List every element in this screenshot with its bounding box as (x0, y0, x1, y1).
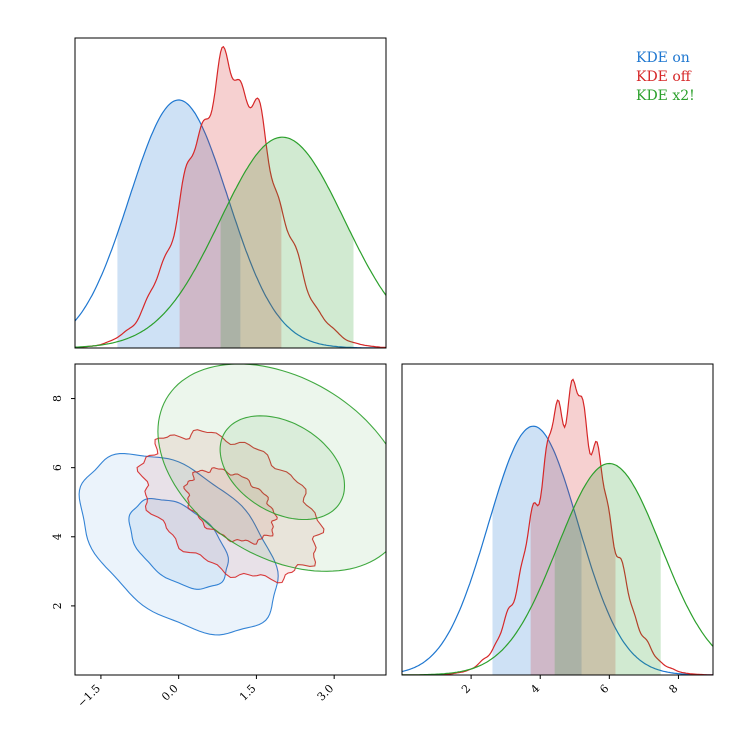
y-marginal-tick-label-2: 6 (597, 682, 611, 696)
x-marginal-ci-band-0 (117, 100, 241, 348)
y-axis: 2 4 6 8 (51, 395, 75, 609)
x-marginal-ci-band-1 (179, 46, 282, 348)
x-axis: −1.5 0.0 1.5 3.0 (75, 675, 336, 710)
legend: KDE on KDE off KDE x2! (636, 50, 695, 104)
x-tick-label-2: 1.5 (237, 682, 259, 704)
contour-2-level-0 (157, 364, 386, 572)
y-marginal-ci-band-1 (530, 379, 616, 675)
y-marginal-tick-label-3: 8 (666, 682, 680, 696)
x-marginal-curve-0 (75, 99, 386, 348)
x-marginal-frame (74, 37, 387, 349)
y-marginal-tick-label-0: 2 (459, 682, 473, 696)
y-tick-label-3: 8 (51, 395, 64, 402)
y-marginal-curve-0 (402, 425, 713, 675)
legend-entry-kde-on: KDE on (636, 50, 690, 66)
x-tick-label-0: −1.5 (75, 682, 103, 710)
y-marginal-curve-2 (402, 462, 713, 675)
contour-1-level-0 (136, 429, 325, 584)
y-marginal-axis: 2 4 6 8 (459, 675, 681, 696)
legend-entry-kde-x2: KDE x2! (636, 88, 695, 104)
x-tick-label-3: 3.0 (315, 682, 337, 704)
y-marginal-ci-band-2 (554, 463, 661, 675)
joint-contour-panel: −1.5 0.0 1.5 3.0 2 4 6 8 (51, 363, 387, 710)
y-marginal-tick-label-1: 4 (528, 682, 542, 696)
y-marginal-ci-band-0 (492, 426, 582, 675)
joint-frame (74, 363, 387, 676)
x-marginal-curve-2 (75, 136, 386, 348)
legend-entry-kde-off: KDE off (636, 69, 692, 85)
x-tick-label-1: 0.0 (159, 682, 181, 704)
y-tick-label-2: 6 (51, 464, 64, 471)
contour-2-level-1 (219, 415, 346, 521)
y-marginal-panel: 2 4 6 8 (401, 363, 714, 696)
contour-0-level-0 (78, 453, 279, 636)
x-marginal-ci-band-2 (220, 137, 354, 348)
y-marginal-frame (401, 363, 714, 676)
y-tick-label-1: 4 (51, 533, 64, 540)
contour-1-level-1 (183, 467, 278, 545)
y-tick-label-0: 2 (51, 602, 64, 609)
y-marginal-curve-1 (402, 378, 713, 675)
x-marginal-panel (74, 37, 387, 349)
x-marginal-curve-1 (75, 45, 386, 348)
